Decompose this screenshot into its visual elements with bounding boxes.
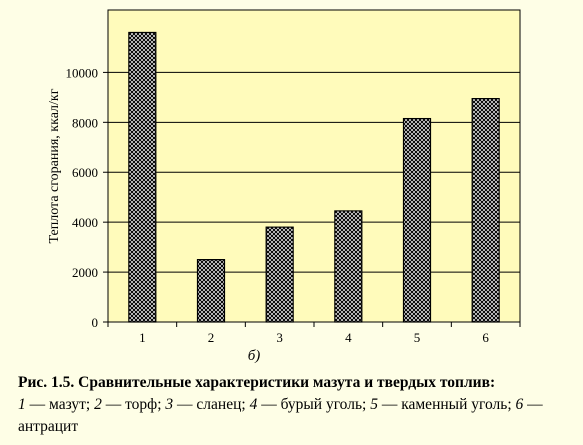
caption-item-label: торф: [125, 396, 158, 413]
bar-chart: 0 2000 4000 6000 8000 10000 1 2 3 4 5 6 Теплота сг…: [47, 9, 521, 364]
caption-item-number: 6: [515, 396, 524, 413]
y-axis-ticks: 0 2000 4000 6000 8000 10000: [66, 65, 108, 330]
caption-item-number: 1: [18, 396, 26, 413]
bar-2: [196, 259, 226, 323]
bar-4: [334, 210, 363, 323]
caption-item-number: 2: [94, 396, 102, 413]
bar-1: [128, 31, 157, 323]
caption-item-label: сланец: [196, 396, 242, 413]
x-axis-ticks: 1 2 3 4 5 6: [107, 322, 521, 345]
y-tick-label: 8000: [72, 115, 98, 130]
caption-item-number: 4: [249, 396, 258, 413]
grid-lines: [108, 71, 520, 273]
caption-item-label: бурый уголь: [280, 396, 363, 413]
caption-item-label: каменный уголь: [401, 396, 508, 413]
x-tick-label: 2: [208, 330, 215, 345]
caption-title: Рис. 1.5. Сравнительные характеристики м…: [18, 374, 496, 391]
caption-item-number: 3: [165, 396, 174, 413]
y-tick-label: 2000: [72, 265, 98, 280]
x-tick-label: 5: [414, 330, 421, 345]
bar-5: [402, 117, 432, 323]
y-tick-label: 0: [92, 315, 99, 330]
bar-3: [265, 226, 294, 323]
plot-area: [107, 9, 521, 323]
x-tick-label: 6: [482, 330, 489, 345]
caption-legend: 1 — мазут; 2 — торф; 3 — сланец; 4 — бур…: [18, 396, 543, 435]
bars: [128, 31, 500, 323]
bar-6: [471, 98, 500, 323]
caption-item-label: мазут: [49, 396, 86, 413]
y-tick-label: 10000: [66, 65, 99, 80]
x-tick-label: 1: [139, 330, 146, 345]
x-tick-label: 3: [276, 330, 283, 345]
y-axis-label: Теплота сгорания, ккал/кг: [47, 88, 62, 243]
caption-item-number: 5: [370, 396, 378, 413]
caption-item-label: антрацит: [18, 418, 79, 435]
x-axis-label: б): [248, 348, 261, 364]
y-tick-label: 4000: [72, 215, 98, 230]
y-tick-label: 6000: [72, 165, 98, 180]
figure-caption: Рис. 1.5. Сравнительные характеристики м…: [18, 372, 578, 438]
x-tick-label: 4: [345, 330, 352, 345]
